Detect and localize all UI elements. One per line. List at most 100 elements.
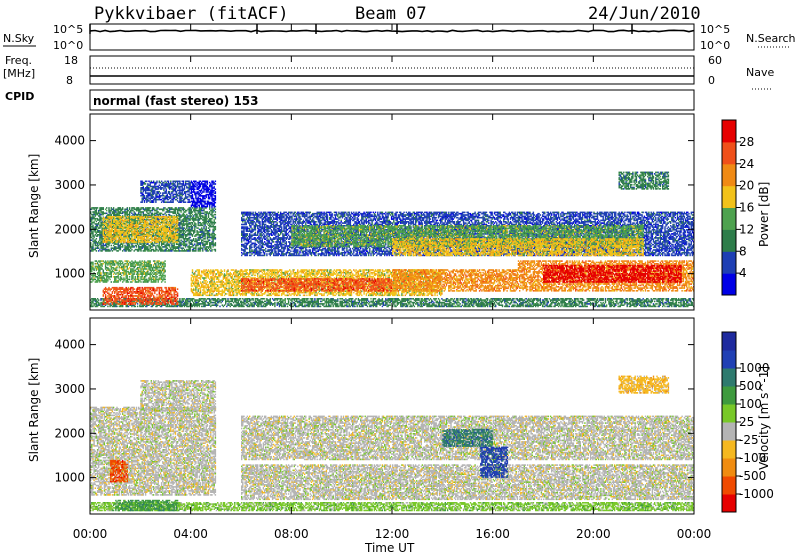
scatter-cell: [351, 304, 352, 306]
scatter-cell: [137, 301, 138, 303]
freq-label: Freq.: [5, 54, 32, 67]
scatter-cell: [202, 293, 203, 295]
scatter-cell: [219, 306, 220, 308]
scatter-cell: [411, 298, 412, 300]
scatter-cell: [664, 306, 665, 308]
scatter-cell: [408, 299, 409, 301]
scatter-cell: [476, 298, 477, 300]
scatter-cell: [124, 303, 125, 305]
scatter-cell: [114, 292, 115, 294]
scatter-cell: [227, 271, 228, 273]
scatter-cell: [551, 306, 552, 308]
scatter-cell: [667, 303, 668, 305]
scatter-cell: [400, 306, 401, 308]
scatter-cell: [163, 304, 164, 306]
scatter-cell: [624, 303, 625, 305]
scatter-cell: [516, 302, 517, 304]
scatter-cell: [116, 306, 117, 308]
scatter-cell: [274, 306, 275, 308]
scatter-cell: [354, 306, 355, 308]
scatter-cell: [526, 298, 527, 300]
scatter-cell: [198, 277, 199, 279]
scatter-cell: [226, 293, 227, 295]
scatter-cell: [516, 298, 517, 300]
scatter-cell: [398, 303, 399, 305]
scatter-cell: [580, 302, 581, 304]
scatter-cell: [645, 306, 646, 308]
scatter-cell: [460, 303, 461, 305]
scatter-cell: [210, 302, 211, 304]
nave-label: Nave: [746, 66, 774, 79]
scatter-cell: [437, 302, 438, 304]
scatter-cell: [370, 298, 371, 300]
scatter-cell: [406, 299, 407, 301]
scatter-cell: [285, 306, 286, 308]
scatter-cell: [163, 302, 164, 304]
scatter-cell: [234, 271, 235, 273]
scatter-cell: [122, 303, 123, 305]
scatter-cell: [622, 302, 623, 304]
scatter-cell: [243, 306, 244, 308]
scatter-cell: [429, 306, 430, 308]
scatter-cell: [151, 287, 152, 289]
scatter-cell: [198, 291, 199, 293]
scatter-cell: [416, 303, 417, 305]
scatter-cell: [112, 295, 113, 297]
scatter-cell: [134, 288, 135, 290]
scatter-cell: [359, 306, 360, 308]
scatter-cell: [510, 303, 511, 305]
scatter-cell: [453, 306, 454, 308]
scatter-cell: [216, 288, 217, 290]
scatter-cell: [289, 298, 290, 300]
scatter-cell: [367, 306, 368, 308]
scatter-cell: [432, 306, 433, 308]
scatter-cell: [202, 271, 203, 273]
scatter-cell: [489, 306, 490, 308]
scatter-cell: [660, 304, 661, 306]
scatter-cell: [202, 295, 203, 297]
scatter-cell: [214, 302, 215, 304]
scatter-cell: [210, 288, 211, 290]
scatter-cell: [199, 271, 200, 273]
scatter-cell: [120, 298, 121, 300]
scatter-cell: [383, 304, 384, 306]
scatter-cell: [601, 299, 602, 301]
scatter-cell: [630, 306, 631, 308]
scatter-cell: [122, 288, 123, 290]
scatter-cell: [220, 280, 221, 282]
scatter-cell: [620, 302, 621, 304]
scatter-cell: [120, 291, 121, 293]
scatter-cell: [403, 304, 404, 306]
scatter-cell: [291, 301, 292, 303]
scatter-cell: [278, 303, 279, 305]
scatter-cell: [273, 299, 274, 301]
scatter-cell: [174, 303, 175, 305]
nsearch-tick-low: 10^0: [700, 39, 730, 52]
scatter-cell: [234, 280, 235, 282]
scatter-cell: [224, 295, 225, 297]
scatter-cell: [137, 306, 138, 308]
scatter-cell: [228, 280, 229, 282]
scatter-cell: [673, 306, 674, 308]
scatter-cell: [422, 301, 423, 303]
scatter-cell: [210, 292, 211, 294]
scatter-cell: [469, 301, 470, 303]
scatter-cell: [635, 306, 636, 308]
scatter-cell: [437, 306, 438, 308]
scatter-cell: [263, 298, 264, 300]
scatter-cell: [648, 306, 649, 308]
scatter-cell: [679, 306, 680, 308]
scatter-cell: [177, 288, 178, 290]
scatter-cell: [434, 299, 435, 301]
scatter-cell: [224, 298, 225, 300]
scatter-cell: [163, 291, 164, 293]
scatter-cell: [567, 303, 568, 305]
scatter-cell: [217, 295, 218, 297]
scatter-cell: [153, 299, 154, 301]
scatter-cell: [208, 271, 209, 273]
scatter-cell: [220, 299, 221, 301]
scatter-cell: [169, 298, 170, 300]
scatter-cell: [551, 299, 552, 301]
scatter-cell: [689, 301, 690, 303]
scatter-cell: [202, 272, 203, 274]
